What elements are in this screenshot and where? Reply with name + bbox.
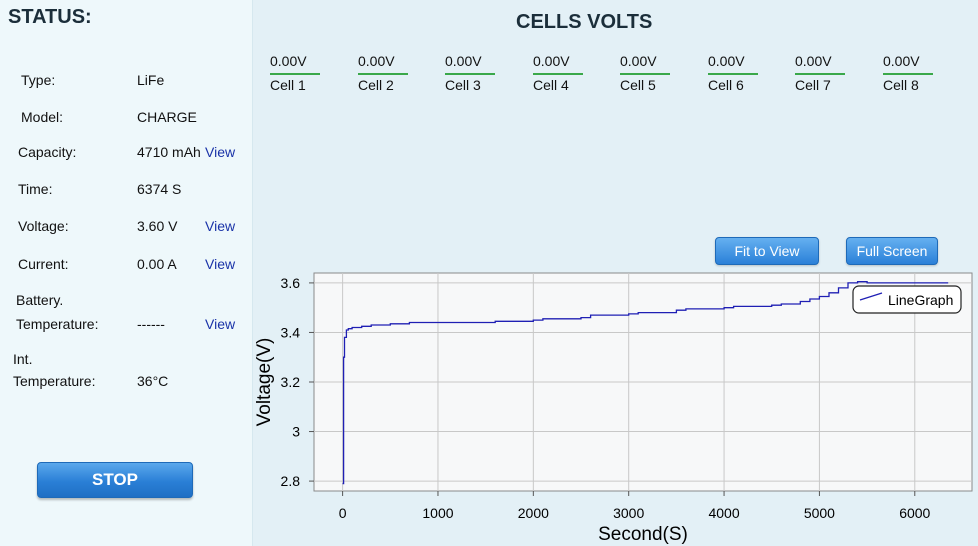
x-tick-label: 1000 — [422, 505, 453, 521]
full-screen-button[interactable]: Full Screen — [846, 237, 938, 265]
capacity-view-link[interactable]: View — [205, 144, 236, 160]
cell-bar — [883, 73, 933, 75]
status-title: STATUS: — [8, 6, 92, 28]
legend-box — [852, 285, 962, 314]
y-tick-label: 3.2 — [281, 374, 301, 390]
cell-7: 0.00V Cell 7 — [795, 53, 845, 93]
int-temp-label-line1: Int. — [13, 351, 33, 367]
cell-bar — [708, 73, 758, 75]
battery-temp-view-link[interactable]: View — [205, 316, 236, 332]
x-tick-label: 5000 — [804, 505, 835, 521]
current-value: 0.00 A — [137, 256, 177, 272]
int-temp-label-line2: Temperature: — [13, 373, 96, 389]
cell-2: 0.00V Cell 2 — [358, 53, 408, 93]
x-tick-label: 3000 — [613, 505, 644, 521]
cell-voltage: 0.00V — [620, 53, 657, 69]
model-value: CHARGE — [137, 109, 197, 125]
cell-voltage: 0.00V — [270, 53, 307, 69]
x-tick-label: 2000 — [518, 505, 549, 521]
time-value: 6374 S — [137, 181, 182, 197]
y-axis-label: Voltage(V) — [254, 338, 275, 427]
ticks: 0 1000 2000 3000 4000 5000 6000 2.8 3 3.2 3.4 3.6 — [281, 275, 931, 521]
capacity-label: Capacity: — [18, 144, 77, 160]
stop-button[interactable]: STOP — [37, 462, 193, 498]
cell-5: 0.00V Cell 5 — [620, 53, 670, 93]
battery-temp-label-line1: Battery. — [16, 292, 64, 308]
type-value: LiFe — [137, 72, 165, 88]
y-tick-label: 3.6 — [281, 275, 301, 291]
cell-bar — [270, 73, 320, 75]
linegraph-series-line — [342, 281, 949, 485]
cell-voltage: 0.00V — [708, 53, 745, 69]
x-axis-label: Second(S) — [598, 524, 688, 545]
cell-4: 0.00V Cell 4 — [533, 53, 583, 93]
battery-temp-label-line2: Temperature: — [16, 316, 99, 332]
cell-bar — [358, 73, 408, 75]
cell-name: Cell 6 — [708, 77, 744, 93]
cell-bar — [620, 73, 670, 75]
y-tick-label: 3 — [292, 424, 300, 440]
cell-1: 0.00V Cell 1 — [270, 53, 320, 93]
grid — [314, 273, 972, 491]
cell-voltage: 0.00V — [533, 53, 570, 69]
cell-name: Cell 2 — [358, 77, 394, 93]
status-panel: STATUS: Type: LiFe Model: CHARGE Capacit… — [0, 0, 253, 546]
cell-name: Cell 1 — [270, 77, 306, 93]
cell-bar — [795, 73, 845, 75]
x-tick-label: 6000 — [899, 505, 930, 521]
cell-name: Cell 4 — [533, 77, 569, 93]
model-label: Model: — [21, 109, 64, 125]
voltage-value: 3.60 V — [137, 218, 178, 234]
legend-label: LineGraph — [888, 292, 953, 308]
fit-to-view-button[interactable]: Fit to View — [715, 237, 819, 265]
type-label: Type: — [21, 72, 56, 88]
current-label: Current: — [18, 256, 69, 272]
int-temp-value: 36°C — [137, 373, 169, 389]
current-view-link[interactable]: View — [205, 256, 236, 272]
y-tick-label: 3.4 — [281, 324, 301, 340]
cell-voltage: 0.00V — [445, 53, 482, 69]
cell-8: 0.00V Cell 8 — [883, 53, 933, 93]
cell-bar — [445, 73, 495, 75]
cell-name: Cell 5 — [620, 77, 656, 93]
cell-voltage: 0.00V — [795, 53, 832, 69]
cell-voltage: 0.00V — [358, 53, 395, 69]
cell-6: 0.00V Cell 6 — [708, 53, 758, 93]
x-tick-label: 4000 — [708, 505, 739, 521]
legend-line-icon — [859, 292, 883, 301]
cell-name: Cell 8 — [883, 77, 919, 93]
cells-volts-title: CELLS VOLTS — [516, 11, 653, 33]
cell-name: Cell 7 — [795, 77, 831, 93]
legend: LineGraph — [852, 285, 962, 314]
cell-3: 0.00V Cell 3 — [445, 53, 495, 93]
time-label: Time: — [18, 181, 53, 197]
voltage-label: Voltage: — [18, 218, 69, 234]
cell-name: Cell 3 — [445, 77, 481, 93]
cell-voltage: 0.00V — [883, 53, 920, 69]
cell-bar — [533, 73, 583, 75]
y-tick-label: 2.8 — [281, 473, 301, 489]
battery-temp-value: ------ — [137, 316, 165, 332]
voltage-view-link[interactable]: View — [205, 218, 236, 234]
capacity-value: 4710 mAh — [137, 144, 201, 160]
x-tick-label: 0 — [339, 505, 347, 521]
